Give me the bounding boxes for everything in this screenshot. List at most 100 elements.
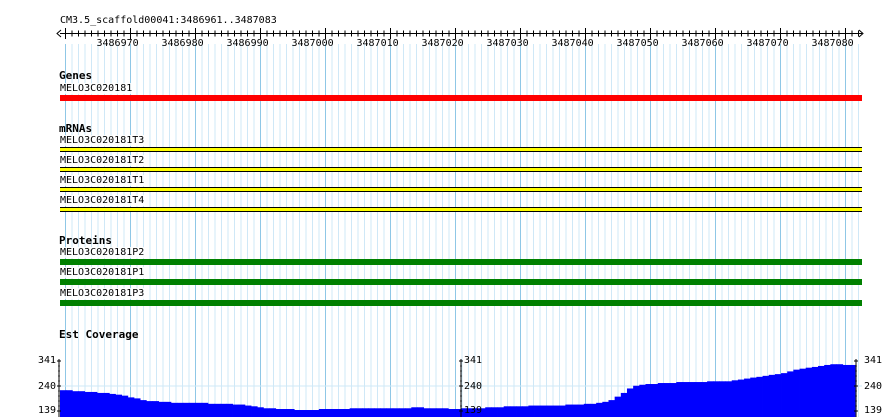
coverage-bar bbox=[497, 407, 505, 417]
coverage-bar bbox=[417, 407, 425, 417]
protein-feature-label[interactable]: MELO3C020181P2 bbox=[60, 247, 145, 258]
mrna-feature-label[interactable]: MELO3C020181T2 bbox=[60, 155, 145, 166]
coverage-bar bbox=[651, 384, 659, 417]
coverage-plot bbox=[57, 359, 862, 417]
coverage-bar bbox=[546, 405, 554, 417]
gene-feature-glyph[interactable] bbox=[60, 95, 862, 101]
coverage-bar bbox=[349, 408, 357, 417]
tick-label: 3486990 bbox=[226, 38, 269, 49]
coverage-bar bbox=[602, 401, 609, 417]
coverage-bar bbox=[103, 392, 110, 417]
coverage-bar bbox=[731, 380, 739, 417]
background-grid bbox=[65, 44, 859, 417]
ruler[interactable] bbox=[56, 28, 864, 39]
coverage-bar bbox=[294, 410, 301, 417]
coverage-bar bbox=[251, 406, 258, 417]
coverage-bar bbox=[509, 406, 517, 417]
coverage-scale-max-left: 341 bbox=[38, 355, 57, 366]
coverage-bar bbox=[713, 381, 720, 417]
coverage-bar bbox=[472, 408, 480, 417]
coverage-bar bbox=[312, 410, 320, 417]
coverage-bar bbox=[682, 382, 690, 417]
coverage-bar bbox=[454, 409, 461, 417]
coverage-scale-min-middle: 139 bbox=[464, 405, 483, 416]
coverage-bar bbox=[90, 391, 98, 417]
tick-label: 3487070 bbox=[746, 38, 789, 49]
coverage-bar bbox=[78, 391, 86, 417]
ruler-location-label: CM3.5_scaffold00041:3486961..3487083 bbox=[60, 15, 277, 26]
tick-label: 3487000 bbox=[291, 38, 334, 49]
protein-feature-label[interactable]: MELO3C020181P1 bbox=[60, 267, 145, 278]
mrna-feature-label[interactable]: MELO3C020181T3 bbox=[60, 135, 145, 146]
coverage-bar bbox=[466, 408, 474, 417]
coverage-bar bbox=[485, 407, 492, 417]
coverage-bar bbox=[164, 401, 172, 417]
coverage-scale-mid-left: 240 bbox=[38, 381, 57, 392]
coverage-bar bbox=[596, 402, 603, 417]
tick-label: 3487010 bbox=[356, 38, 399, 49]
coverage-bar bbox=[719, 381, 726, 417]
coverage-bar bbox=[398, 408, 406, 417]
coverage-bar bbox=[670, 383, 677, 417]
coverage-bar bbox=[626, 388, 634, 417]
coverage-bar bbox=[325, 409, 332, 417]
mrnas-track-title: mRNAs bbox=[59, 122, 93, 135]
coverage-bar bbox=[824, 364, 831, 417]
coverage-bar bbox=[257, 407, 264, 417]
tick-label: 3487030 bbox=[486, 38, 529, 49]
coverage-bar bbox=[96, 392, 104, 417]
protein-feature-label[interactable]: MELO3C020181P3 bbox=[60, 288, 145, 299]
coverage-bar bbox=[781, 373, 788, 417]
tick-label: 3487060 bbox=[681, 38, 724, 49]
protein-feature-glyph[interactable] bbox=[60, 259, 862, 265]
coverage-bar bbox=[207, 403, 215, 417]
coverage-bar bbox=[392, 408, 400, 417]
coverage-bar bbox=[140, 400, 147, 417]
coverage-bar bbox=[183, 402, 190, 417]
mrna-feature-label[interactable]: MELO3C020181T1 bbox=[60, 175, 145, 186]
coverage-bar bbox=[787, 371, 794, 417]
protein-feature-glyph[interactable] bbox=[60, 300, 862, 306]
coverage-bar bbox=[306, 410, 314, 417]
coverage-bar bbox=[337, 409, 344, 417]
mrna-feature-glyph[interactable] bbox=[60, 147, 862, 152]
coverage-bar bbox=[491, 407, 498, 417]
coverage-bar bbox=[121, 395, 129, 417]
coverage-bar bbox=[318, 409, 326, 417]
coverage-bar bbox=[170, 402, 178, 417]
coverage-bar bbox=[756, 376, 763, 417]
coverage-bar bbox=[774, 374, 782, 417]
coverage-bar bbox=[60, 390, 67, 417]
coverage-bar bbox=[516, 406, 523, 417]
coverage-bar bbox=[528, 405, 535, 417]
coverage-bar bbox=[343, 409, 351, 417]
coverage-scale-min-left: 139 bbox=[38, 405, 57, 416]
coverage-bar bbox=[503, 406, 511, 417]
protein-feature-glyph[interactable] bbox=[60, 279, 862, 285]
tick-label: 3486970 bbox=[96, 38, 139, 49]
mrna-feature-label[interactable]: MELO3C020181T4 bbox=[60, 195, 145, 206]
tick-label: 3487040 bbox=[551, 38, 594, 49]
coverage-bar bbox=[281, 409, 289, 417]
coverage-bar bbox=[744, 378, 751, 417]
coverage-bar bbox=[220, 403, 227, 417]
mrna-feature-glyph[interactable] bbox=[60, 167, 862, 172]
coverage-bar bbox=[688, 382, 696, 417]
gene-feature-label[interactable]: MELO3C020181 bbox=[60, 83, 133, 94]
coverage-bar bbox=[386, 408, 394, 417]
coverage-bar bbox=[663, 383, 671, 417]
coverage-bar bbox=[115, 394, 123, 417]
mrna-feature-glyph[interactable] bbox=[60, 207, 862, 212]
coverage-bar bbox=[442, 408, 449, 417]
mrna-feature-glyph[interactable] bbox=[60, 187, 862, 192]
coverage-bar bbox=[577, 404, 585, 417]
coverage-bar bbox=[793, 369, 800, 417]
coverage-bar bbox=[836, 364, 844, 417]
coverage-bar bbox=[762, 375, 770, 417]
coverage-bar bbox=[152, 401, 160, 417]
coverage-bar bbox=[361, 408, 369, 417]
tick-label: 3486980 bbox=[161, 38, 204, 49]
coverage-bar bbox=[799, 368, 807, 417]
coverage-bar bbox=[830, 364, 837, 417]
